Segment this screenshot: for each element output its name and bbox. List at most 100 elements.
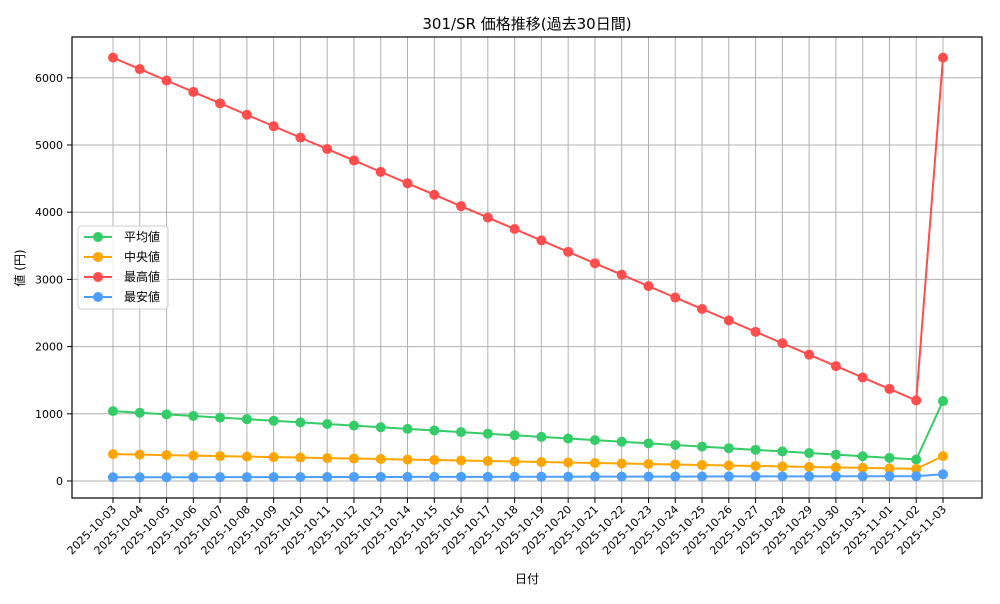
data-point [857,471,868,482]
data-point [857,462,868,473]
data-point [375,422,386,433]
data-point [750,460,761,471]
data-point [911,454,922,465]
legend-marker-icon [93,292,103,302]
y-tick-label: 5000 [35,139,63,152]
data-point [456,471,467,482]
data-point [938,52,948,63]
data-point [108,449,118,460]
data-point [723,443,734,454]
data-point [589,258,600,269]
data-point [723,315,734,326]
data-point [616,436,627,447]
legend-label: 中央値 [124,249,160,264]
data-point [830,361,841,372]
legend-label: 平均値 [124,229,160,244]
y-axis-label: 値 (円) [12,249,27,286]
data-point [348,453,359,464]
data-point [241,472,252,483]
data-point [134,472,145,483]
data-point [563,246,574,257]
data-point [429,425,440,436]
data-point [563,433,574,444]
data-point [241,451,252,462]
data-point [402,471,413,482]
data-point [161,75,172,86]
data-point [509,430,520,441]
data-point [777,471,788,482]
data-point [215,98,226,109]
y-tick-label: 4000 [35,206,63,219]
data-point [268,121,279,132]
legend-marker-icon [93,232,103,242]
data-point [884,471,895,482]
data-point [536,431,547,442]
data-point [295,472,306,483]
data-series [108,52,948,483]
data-point [589,457,600,468]
data-point [670,292,681,303]
data-point [482,428,493,439]
data-point [188,450,199,461]
data-point [241,109,252,120]
data-point [563,457,574,468]
data-point [723,471,734,482]
data-point [938,469,948,480]
data-point [670,439,681,450]
series-0 [108,396,948,465]
data-point [402,178,413,189]
data-point [670,471,681,482]
data-point [322,472,333,483]
grid-lines [72,37,982,498]
y-tick-label: 1000 [35,408,63,421]
data-point [134,407,145,418]
data-point [134,64,145,75]
legend-box [77,225,169,310]
legend-item: 中央値 [84,249,160,264]
data-point [268,472,279,483]
series-1 [108,449,948,474]
data-point [456,455,467,466]
data-point [295,452,306,463]
data-point [777,446,788,457]
data-point [215,412,226,423]
series-2 [108,52,948,406]
data-point [777,338,788,349]
data-point [830,462,841,473]
data-point [375,454,386,465]
data-point [536,456,547,467]
data-point [161,472,172,483]
data-point [348,420,359,431]
data-point [482,212,493,223]
data-point [348,471,359,482]
data-point [509,456,520,467]
data-point [456,427,467,438]
data-point [750,444,761,455]
data-point [402,423,413,434]
data-point [482,456,493,467]
y-axis: 0 1000 2000 3000 4000 5000 6000 [35,72,72,488]
data-point [643,471,654,482]
data-point [375,166,386,177]
x-axis-label: 日付 [515,572,539,586]
y-tick-label: 6000 [35,72,63,85]
data-point [616,269,627,280]
data-point [830,471,841,482]
data-point [215,451,226,462]
data-point [643,458,654,469]
data-point [911,471,922,482]
data-point [108,472,118,483]
data-point [804,349,815,360]
data-point [911,395,922,406]
legend-marker-icon [93,252,103,262]
legend-label: 最安値 [124,289,160,304]
data-point [215,472,226,483]
data-point [616,458,627,469]
data-point [938,396,948,407]
data-point [322,419,333,430]
data-point [268,452,279,463]
data-point [134,449,145,460]
data-point [830,449,841,460]
